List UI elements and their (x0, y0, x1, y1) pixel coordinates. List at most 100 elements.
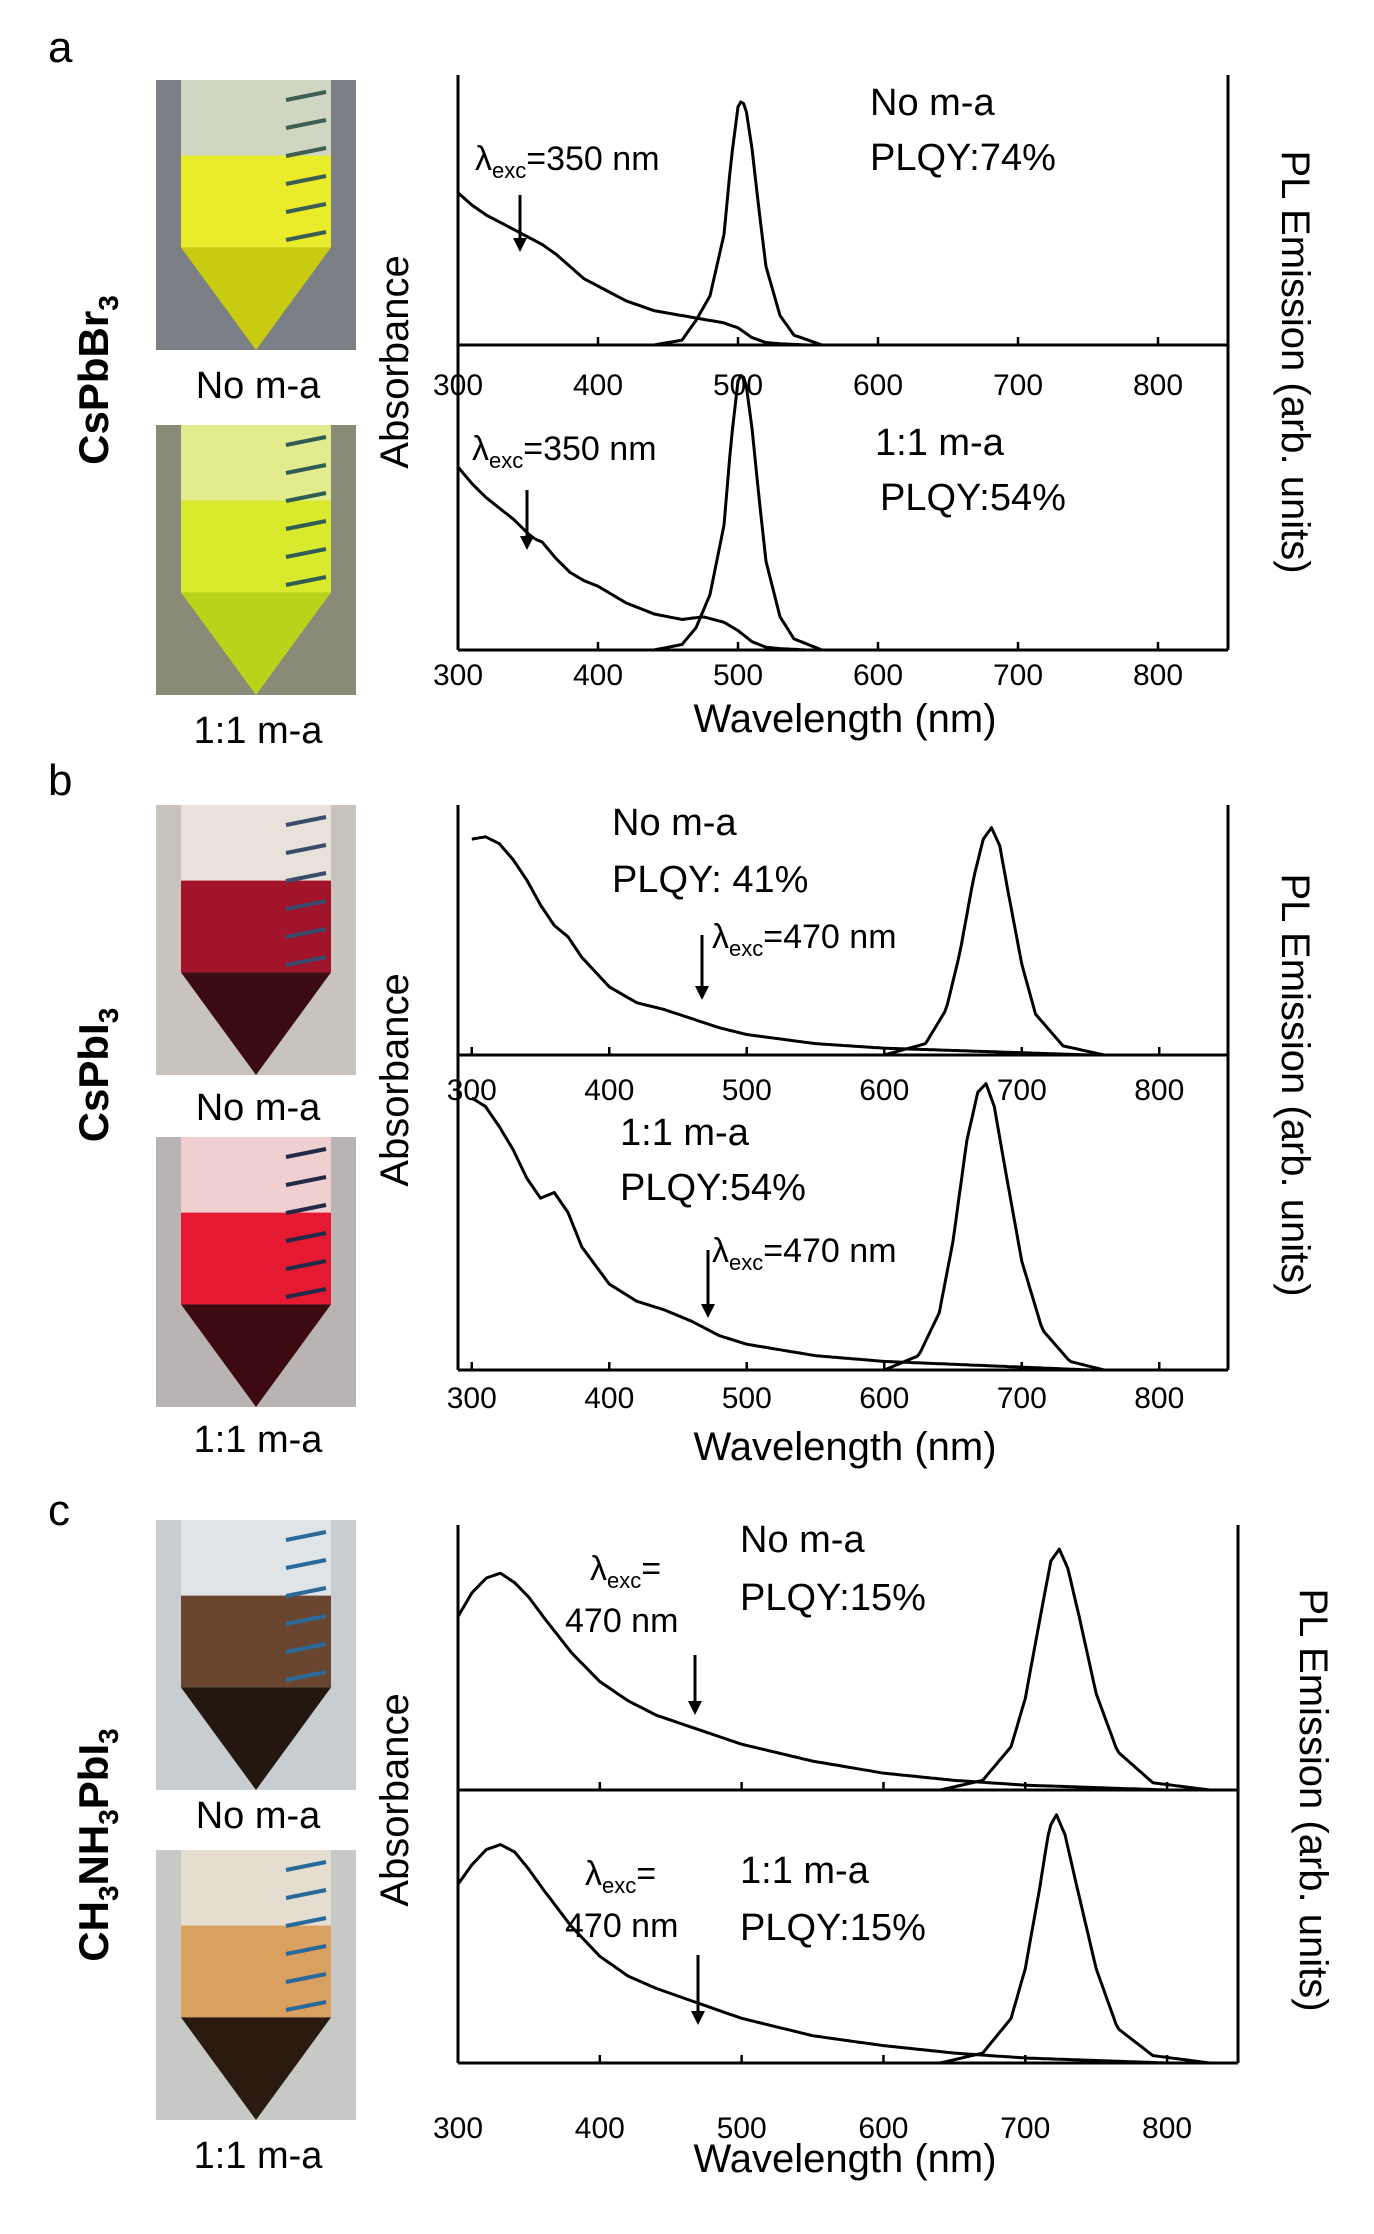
y-axis-label-left: Absorbance (373, 255, 417, 468)
x-tick-label: 500 (722, 1074, 772, 1107)
excitation-arrowhead (688, 1701, 702, 1715)
vial-label: 1:1 m-a (194, 1419, 324, 1461)
vial-label: 1:1 m-a (194, 710, 324, 752)
vial-photo (156, 80, 356, 350)
absorbance-curve (471, 835, 1091, 1057)
excitation-label: λexc=350 nm (472, 430, 657, 473)
x-tick-label: 500 (713, 659, 763, 692)
excitation-arrowhead (701, 1304, 715, 1318)
x-tick-label: 800 (1134, 1382, 1184, 1415)
subplot-1-1-ma: 300 400 500 600 700 800 1:1 m-a PLQY:54% λexc=47… (447, 1082, 1184, 1415)
absorbance-curve (456, 466, 809, 652)
x-tick-label: 300 (447, 1382, 497, 1415)
vial-label: No m-a (196, 1795, 321, 1837)
x-tick-label: 800 (1134, 1074, 1184, 1107)
spectra-plot: No m-a PLQY:15% λexc= 470 nm 300 400 500 600 700… (433, 1519, 1240, 2145)
vial-photo (156, 805, 356, 1075)
pl-emission-curve (939, 1813, 1210, 2065)
x-tick-label: 600 (859, 1382, 909, 1415)
y-axis-label-right: PL Emission (arb. units) (1273, 150, 1317, 573)
panel-c: c CH3NH3PbI3 No m-a 1:1 m-a No m-a PLQY:15% λe… (48, 1486, 1335, 2181)
absorbance-curve (456, 1571, 1168, 1792)
x-tick-label: 600 (853, 659, 903, 692)
x-tick-label: 400 (573, 659, 623, 692)
excitation-label: λexc= (590, 1550, 661, 1593)
x-tick-label: 400 (573, 369, 623, 402)
sample-label: No m-a (870, 82, 995, 124)
compound-label: CH3NH3PbI3 (70, 1728, 124, 1961)
excitation-arrowhead (695, 986, 709, 1000)
excitation-label: λexc= (585, 1855, 656, 1898)
vial-photo (156, 425, 356, 695)
excitation-arrowhead (691, 2011, 705, 2025)
y-axis-label-right: PL Emission (arb. units) (1291, 1588, 1335, 2011)
x-tick-label: 400 (584, 1074, 634, 1107)
panel-b: b CsPbI3 No m-a 1:1 m-a 300 400 500 600 700 800 No… (48, 756, 1317, 1469)
absorbance-curve (471, 1096, 1091, 1372)
sample-label: 1:1 m-a (620, 1112, 750, 1154)
sample-label: No m-a (612, 802, 737, 844)
subplot-no-ma: 300 400 500 600 700 800 No m-a PLQY: 41% λexc=47… (447, 802, 1185, 1107)
x-tick-label: 700 (1000, 2112, 1050, 2145)
pl-emission-curve (653, 374, 823, 652)
x-tick-label: 800 (1133, 369, 1183, 402)
x-tick-label: 300 (447, 1074, 497, 1107)
y-axis-label-left: Absorbance (373, 973, 417, 1186)
panel-letter: b (48, 756, 72, 805)
y-axis-label-right: PL Emission (arb. units) (1273, 873, 1317, 1296)
excitation-label-line2: 470 nm (565, 1907, 678, 1945)
excitation-label: λexc=350 nm (475, 140, 660, 183)
vial-photo (156, 1850, 356, 2120)
sample-label: 1:1 m-a (875, 422, 1005, 464)
x-tick-label: 600 (853, 369, 903, 402)
x-tick-label: 300 (433, 659, 483, 692)
y-axis-label-left: Absorbance (373, 1693, 417, 1906)
sample-label: No m-a (740, 1519, 865, 1561)
x-tick-label: 700 (993, 369, 1043, 402)
panel-letter: a (48, 23, 73, 72)
x-axis-label: Wavelength (nm) (693, 1425, 996, 1469)
x-tick-label: 500 (722, 1382, 772, 1415)
panel-letter: c (48, 1486, 70, 1535)
plqy-label: PLQY:15% (740, 1577, 926, 1619)
excitation-label-line2: 470 nm (565, 1602, 678, 1640)
plqy-label: PLQY:15% (740, 1907, 926, 1949)
pl-emission-curve (883, 1082, 1105, 1372)
x-tick-label: 600 (859, 1074, 909, 1107)
x-tick-label: 700 (997, 1382, 1047, 1415)
plqy-label: PLQY: 41% (612, 859, 808, 901)
absorbance-curve (457, 191, 809, 347)
x-tick-label: 800 (1133, 659, 1183, 692)
x-tick-label: 300 (433, 369, 483, 402)
plqy-label: PLQY:54% (620, 1167, 806, 1209)
subplot-1-1-ma: 300 400 500 600 700 800 1:1 m-a PLQY:54% λexc=35… (433, 374, 1183, 692)
x-tick-label: 400 (584, 1382, 634, 1415)
vial-label: No m-a (196, 365, 321, 407)
vial-photo (156, 1520, 356, 1790)
x-tick-label: 400 (575, 2112, 625, 2145)
x-tick-label: 300 (433, 2112, 483, 2145)
vial-photo (156, 1137, 356, 1407)
plqy-label: PLQY:74% (870, 137, 1056, 179)
vial-label: No m-a (196, 1087, 321, 1129)
spectra-plot: 300 400 500 600 700 800 No m-a PLQY: 41% λexc=47… (447, 802, 1230, 1415)
pl-emission-curve (653, 100, 823, 347)
subplot-no-ma: No m-a PLQY:15% λexc= 470 nm (456, 1519, 1210, 1792)
x-axis-label: Wavelength (nm) (693, 2137, 996, 2181)
compound-label: CsPbI3 (70, 1008, 124, 1143)
vial-label: 1:1 m-a (194, 2135, 324, 2177)
pl-emission-curve (883, 826, 1105, 1057)
spectra-plot: 300 400 500 600 700 800 No m-a PLQY:74% λexc=350… (433, 75, 1230, 692)
excitation-arrowhead (520, 536, 534, 550)
subplot-1-1-ma: 300 400 500 600 700 800 1:1 m-a PLQY:15% λexc= 47… (433, 1813, 1210, 2145)
x-tick-label: 700 (997, 1074, 1047, 1107)
excitation-arrowhead (513, 238, 527, 252)
x-tick-label: 500 (717, 2112, 767, 2145)
excitation-label: λexc=470 nm (712, 1232, 897, 1275)
panel-a: a CsPbBr3 No m-a 1:1 m-a 300 400 500 600 700 800 N… (48, 23, 1317, 752)
compound-label: CsPbBr3 (70, 295, 124, 465)
plqy-label: PLQY:54% (880, 477, 1066, 519)
pl-emission-curve (939, 1547, 1210, 1792)
